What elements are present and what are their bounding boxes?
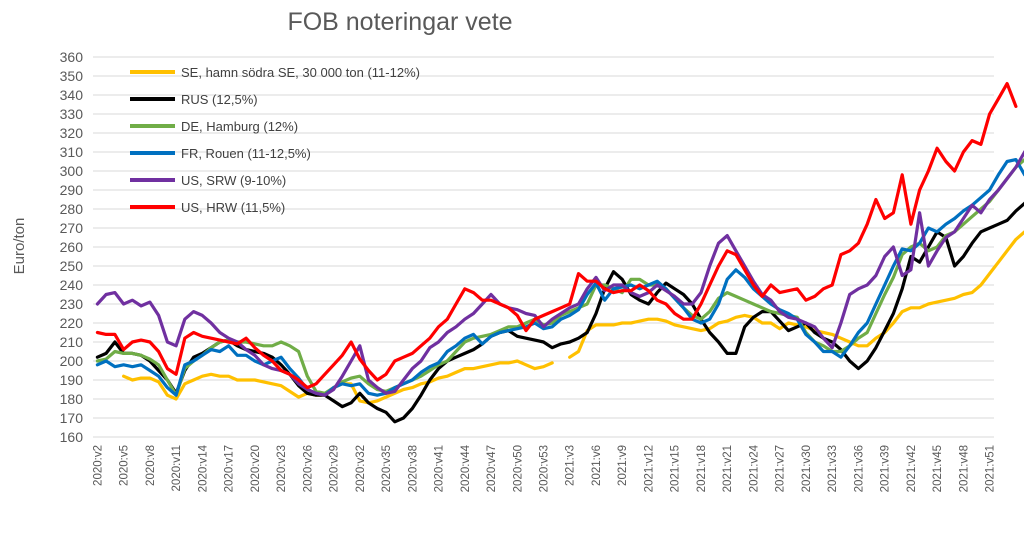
x-tick-label: 2021:v18 <box>696 445 708 492</box>
y-tick-label: 350 <box>60 68 84 84</box>
x-tick-label: 2020:v2 <box>92 445 104 486</box>
y-axis-ticks: 160 170 180 190 200 210 220 230 240 250 260 270 280 2… <box>60 49 84 445</box>
x-tick-label: 2020:v14 <box>197 444 209 492</box>
y-tick-label: 230 <box>60 296 84 312</box>
x-tick-label: 2021:v36 <box>853 445 865 492</box>
x-tick-label: 2020:v26 <box>302 445 314 492</box>
x-tick-label: 2020:v53 <box>539 445 551 492</box>
x-tick-label: 2020:v44 <box>460 444 472 492</box>
series-line <box>95 158 1024 397</box>
x-tick-label: 2020:v50 <box>512 445 524 492</box>
series-line <box>95 150 1024 397</box>
x-tick-label: 2020:v5 <box>119 445 131 486</box>
legend-label: SE, hamn södra SE, 30 000 ton (11-12%) <box>181 65 420 80</box>
x-tick-label: 2021:v6 <box>591 445 603 486</box>
x-tick-label: 2020:v17 <box>224 445 236 492</box>
chart-title: FOB noteringar vete <box>287 8 512 36</box>
y-tick-label: 300 <box>60 163 84 179</box>
x-axis-ticks: 2020:v2 2020:v5 2020:v8 2020:v11 2020:v14 202… <box>92 444 996 492</box>
series-line <box>95 82 1018 390</box>
y-tick-label: 190 <box>60 372 84 388</box>
y-tick-label: 170 <box>60 410 84 426</box>
legend-label: US, HRW (11,5%) <box>181 200 285 215</box>
x-tick-label: 2021:v42 <box>906 445 918 492</box>
gridlines <box>93 56 994 438</box>
y-tick-label: 280 <box>60 201 84 217</box>
y-tick-label: 290 <box>60 182 84 198</box>
y-tick-label: 310 <box>60 144 84 160</box>
x-tick-label: 2021:v27 <box>775 445 787 492</box>
y-axis-label: Euro/ton <box>11 218 28 275</box>
x-tick-label: 2021:v51 <box>985 445 997 492</box>
x-tick-label: 2020:v11 <box>171 445 183 491</box>
x-tick-label: 2020:v41 <box>434 445 446 492</box>
x-tick-label: 2021:v48 <box>958 445 970 492</box>
y-tick-label: 210 <box>60 334 84 350</box>
y-tick-label: 360 <box>60 49 84 65</box>
x-tick-label: 2021:v21 <box>722 445 734 492</box>
x-tick-label: 2021:v12 <box>643 445 655 492</box>
x-tick-label: 2020:v32 <box>355 445 367 492</box>
y-tick-label: 220 <box>60 315 84 331</box>
x-tick-label: 2020:v47 <box>486 445 498 492</box>
x-tick-label: 2021:v45 <box>932 445 944 492</box>
legend-label: FR, Rouen (11-12,5%) <box>181 146 311 161</box>
x-tick-label: 2020:v23 <box>276 445 288 492</box>
legend: SE, hamn södra SE, 30 000 ton (11-12%) RU… <box>130 65 420 215</box>
y-tick-label: 240 <box>60 277 84 293</box>
x-tick-label: 2021:v3 <box>565 445 577 486</box>
x-tick-label: 2021:v39 <box>880 445 892 492</box>
legend-label: DE, Hamburg (12%) <box>181 119 298 134</box>
legend-label: RUS (12,5%) <box>181 92 258 107</box>
x-tick-label: 2021:v9 <box>617 445 629 486</box>
y-tick-label: 340 <box>60 87 84 103</box>
x-tick-label: 2021:v24 <box>748 444 760 492</box>
x-tick-label: 2021:v33 <box>827 445 839 492</box>
y-tick-label: 320 <box>60 125 84 141</box>
y-tick-label: 330 <box>60 106 84 122</box>
y-tick-label: 180 <box>60 391 84 407</box>
x-tick-label: 2021:v15 <box>670 445 682 492</box>
x-tick-label: 2020:v35 <box>381 445 393 492</box>
y-tick-label: 260 <box>60 239 84 255</box>
x-tick-label: 2020:v20 <box>250 445 262 492</box>
y-tick-label: 200 <box>60 353 84 369</box>
y-tick-label: 250 <box>60 258 84 274</box>
y-tick-label: 270 <box>60 220 84 236</box>
series-line <box>95 158 1024 397</box>
y-tick-label: 160 <box>60 429 84 445</box>
x-tick-label: 2020:v8 <box>145 445 157 486</box>
x-tick-label: 2020:v38 <box>407 445 419 492</box>
series-lines <box>95 82 1024 424</box>
legend-label: US, SRW (9-10%) <box>181 173 286 188</box>
x-tick-label: 2020:v29 <box>329 445 341 492</box>
x-tick-label: 2021:v30 <box>801 445 813 492</box>
